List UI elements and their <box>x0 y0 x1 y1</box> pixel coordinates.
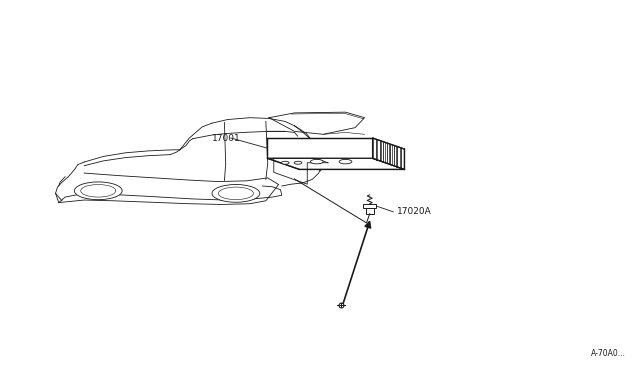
Bar <box>366 208 374 214</box>
Polygon shape <box>268 158 404 169</box>
Text: 17020A: 17020A <box>396 207 431 217</box>
Bar <box>268 138 372 158</box>
Bar <box>364 204 376 208</box>
Ellipse shape <box>212 185 260 202</box>
Ellipse shape <box>81 185 116 197</box>
Text: 17001: 17001 <box>212 134 241 142</box>
Polygon shape <box>372 138 404 169</box>
Ellipse shape <box>74 182 122 200</box>
Ellipse shape <box>282 161 289 164</box>
Text: A-70A0...: A-70A0... <box>591 349 626 358</box>
Ellipse shape <box>294 161 302 164</box>
Ellipse shape <box>218 187 253 200</box>
Ellipse shape <box>310 160 323 164</box>
Ellipse shape <box>339 160 352 164</box>
